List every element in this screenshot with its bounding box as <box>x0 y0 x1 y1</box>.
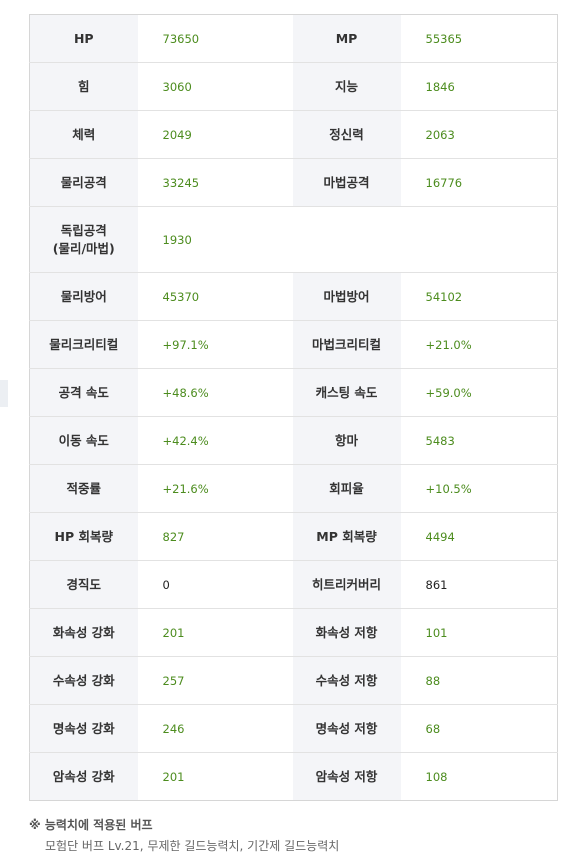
buff-note: ※ 능력치에 적용된 버프 모험단 버프 Lv.21, 무제한 길드능력치, 기… <box>29 816 339 854</box>
stat-value-hp: 73650 <box>137 14 293 63</box>
stat-value-spirit: 2063 <box>400 110 558 159</box>
side-tab[interactable] <box>0 380 8 407</box>
stat-label-hit-stun: 경직도 <box>29 560 138 609</box>
stat-value-physical-critical: +97.1% <box>137 320 293 369</box>
stat-value-shadow-resist: 108 <box>400 752 558 801</box>
table-row: 적중률 +21.6% 회피율 +10.5% <box>29 464 558 513</box>
stat-value-shadow-enhance: 201 <box>137 752 293 801</box>
stat-value-hit-stun: 0 <box>137 560 293 609</box>
table-row: 명속성 강화 246 명속성 저항 68 <box>29 704 558 753</box>
table-row: 물리공격 33245 마법공격 16776 <box>29 158 558 207</box>
stat-label-physical-defense: 물리방어 <box>29 272 138 321</box>
stat-value-move-speed: +42.4% <box>137 416 293 465</box>
stat-value-fire-resist: 101 <box>400 608 558 657</box>
stat-label-water-resist: 수속성 저항 <box>292 656 401 705</box>
stat-label-move-speed: 이동 속도 <box>29 416 138 465</box>
table-row: 화속성 강화 201 화속성 저항 101 <box>29 608 558 657</box>
stat-value-hit-rate: +21.6% <box>137 464 293 513</box>
stat-value-attack-speed: +48.6% <box>137 368 293 417</box>
buff-note-body: 모험단 버프 Lv.21, 무제한 길드능력치, 기간제 길드능력치 <box>45 839 340 853</box>
stat-label-attack-speed: 공격 속도 <box>29 368 138 417</box>
stat-label-magic-attack: 마법공격 <box>292 158 401 207</box>
stat-label-vitality: 체력 <box>29 110 138 159</box>
table-row: 체력 2049 정신력 2063 <box>29 110 558 159</box>
stat-label-shadow-resist: 암속성 저항 <box>292 752 401 801</box>
stat-value-mp-recovery: 4494 <box>400 512 558 561</box>
stat-value-independent-attack: 1930 <box>137 206 293 273</box>
stat-label-intelligence: 지능 <box>292 62 401 111</box>
character-stats-table: HP 73650 MP 55365 힘 3060 지능 1846 체력 2049… <box>29 14 558 801</box>
stat-value-physical-defense: 45370 <box>137 272 293 321</box>
stat-label-spirit: 정신력 <box>292 110 401 159</box>
stat-label-fire-enhance: 화속성 강화 <box>29 608 138 657</box>
stat-value-anti-magic: 5483 <box>400 416 558 465</box>
table-row: 이동 속도 +42.4% 항마 5483 <box>29 416 558 465</box>
table-row: 물리크리티컬 +97.1% 마법크리티컬 +21.0% <box>29 320 558 369</box>
stat-value-strength: 3060 <box>137 62 293 111</box>
empty-cell <box>292 206 558 273</box>
table-row: HP 회복량 827 MP 회복량 4494 <box>29 512 558 561</box>
stat-value-casting-speed: +59.0% <box>400 368 558 417</box>
stat-label-magic-critical: 마법크리티컬 <box>292 320 401 369</box>
stat-label-hp: HP <box>29 14 138 63</box>
stat-label-hit-recovery: 히트리커버리 <box>292 560 401 609</box>
table-row: HP 73650 MP 55365 <box>29 14 558 63</box>
stat-label-anti-magic: 항마 <box>292 416 401 465</box>
stat-label-mp-recovery: MP 회복량 <box>292 512 401 561</box>
stat-label-evasion: 회피율 <box>292 464 401 513</box>
stat-label-shadow-enhance: 암속성 강화 <box>29 752 138 801</box>
stat-value-magic-defense: 54102 <box>400 272 558 321</box>
table-row: 힘 3060 지능 1846 <box>29 62 558 111</box>
stat-label-strength: 힘 <box>29 62 138 111</box>
stat-value-vitality: 2049 <box>137 110 293 159</box>
table-row: 공격 속도 +48.6% 캐스팅 속도 +59.0% <box>29 368 558 417</box>
stat-label-magic-defense: 마법방어 <box>292 272 401 321</box>
table-row: 독립공격 (물리/마법) 1930 <box>29 206 558 273</box>
stat-label-hit-rate: 적중률 <box>29 464 138 513</box>
buff-note-title: ※ 능력치에 적용된 버프 <box>29 818 153 832</box>
stat-value-water-resist: 88 <box>400 656 558 705</box>
table-row: 암속성 강화 201 암속성 저항 108 <box>29 752 558 801</box>
stat-value-light-resist: 68 <box>400 704 558 753</box>
stat-value-intelligence: 1846 <box>400 62 558 111</box>
stat-value-water-enhance: 257 <box>137 656 293 705</box>
stat-value-hit-recovery: 861 <box>400 560 558 609</box>
stat-value-physical-attack: 33245 <box>137 158 293 207</box>
stat-value-light-enhance: 246 <box>137 704 293 753</box>
stat-label-hp-recovery: HP 회복량 <box>29 512 138 561</box>
stat-value-magic-attack: 16776 <box>400 158 558 207</box>
stat-label-casting-speed: 캐스팅 속도 <box>292 368 401 417</box>
stat-label-physical-critical: 물리크리티컬 <box>29 320 138 369</box>
stat-value-mp: 55365 <box>400 14 558 63</box>
stat-label-independent-attack: 독립공격 (물리/마법) <box>29 206 138 273</box>
stat-value-evasion: +10.5% <box>400 464 558 513</box>
table-row: 수속성 강화 257 수속성 저항 88 <box>29 656 558 705</box>
stat-value-fire-enhance: 201 <box>137 608 293 657</box>
stat-value-hp-recovery: 827 <box>137 512 293 561</box>
stat-label-water-enhance: 수속성 강화 <box>29 656 138 705</box>
stat-label-mp: MP <box>292 14 401 63</box>
stat-label-fire-resist: 화속성 저항 <box>292 608 401 657</box>
stat-label-light-resist: 명속성 저항 <box>292 704 401 753</box>
table-row: 물리방어 45370 마법방어 54102 <box>29 272 558 321</box>
stat-value-magic-critical: +21.0% <box>400 320 558 369</box>
stat-label-light-enhance: 명속성 강화 <box>29 704 138 753</box>
table-row: 경직도 0 히트리커버리 861 <box>29 560 558 609</box>
stat-label-physical-attack: 물리공격 <box>29 158 138 207</box>
